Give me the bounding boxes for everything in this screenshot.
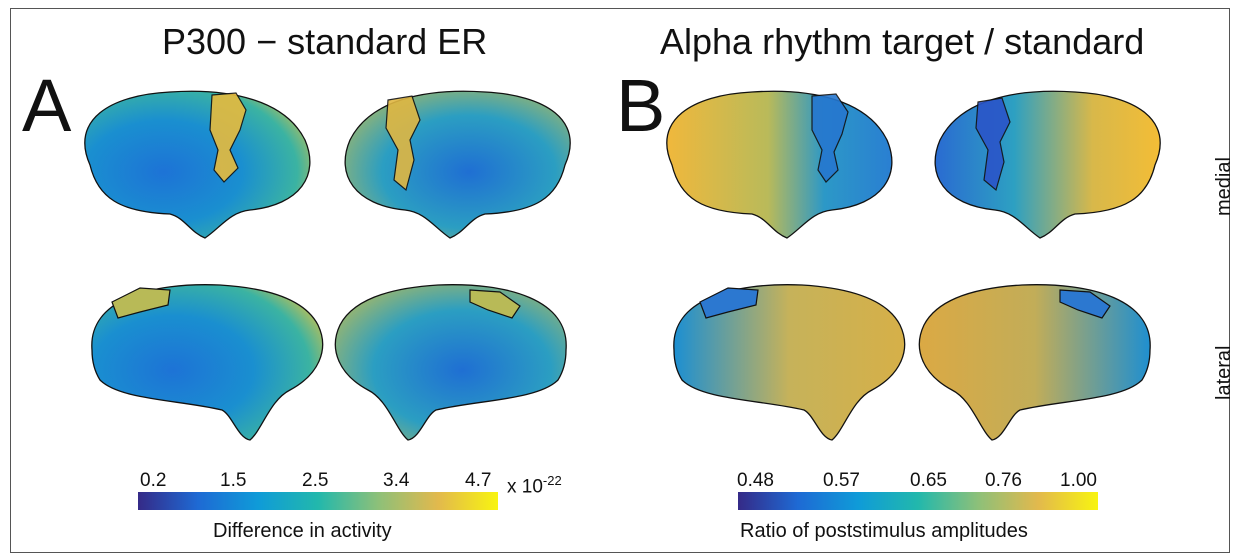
colorbar-b-tick: 0.57 bbox=[823, 470, 860, 491]
region-a-lateral-right bbox=[469, 289, 521, 319]
region-b-medial-left bbox=[811, 93, 849, 183]
panel-a-title: P300 − standard ER bbox=[162, 21, 488, 62]
brain-a-lateral-left bbox=[91, 284, 324, 441]
colorbar-a-tick: 2.5 bbox=[302, 470, 329, 491]
panel-a-letter: A bbox=[22, 64, 72, 147]
colorbar-b-tick: 0.48 bbox=[737, 470, 774, 491]
colorbar-a-scale: x 10-22 bbox=[507, 470, 562, 498]
panel-b-letter: B bbox=[616, 64, 666, 147]
region-a-lateral-left bbox=[111, 287, 171, 319]
brain-b-medial-right bbox=[934, 90, 1161, 239]
colorbar-a bbox=[138, 492, 498, 510]
colorbar-a-scale-prefix: x 10 bbox=[507, 476, 543, 498]
region-a-medial-left bbox=[209, 92, 247, 183]
brain-a-lateral-right bbox=[334, 284, 567, 441]
colorbar-b-tick: 0.76 bbox=[985, 470, 1022, 491]
colorbar-b-tick: 0.65 bbox=[910, 470, 947, 491]
brain-b-lateral-right bbox=[918, 284, 1151, 441]
region-a-medial-right bbox=[385, 95, 421, 192]
region-b-medial-right bbox=[975, 97, 1011, 192]
brain-a-medial-right bbox=[344, 90, 571, 239]
brain-b-lateral-left bbox=[673, 284, 906, 441]
colorbar-b-tick: 1.00 bbox=[1060, 470, 1097, 491]
brain-b-medial-left bbox=[666, 90, 893, 239]
colorbar-a-scale-exponent: -22 bbox=[542, 473, 562, 488]
row-label-lateral: lateral bbox=[1213, 345, 1235, 400]
colorbar-a-label: Difference in activity bbox=[213, 520, 392, 542]
colorbar-b bbox=[738, 492, 1098, 510]
colorbar-a-tick: 4.7 bbox=[465, 470, 492, 491]
colorbar-b-label: Ratio of poststimulus amplitudes bbox=[740, 520, 1028, 542]
figure-frame bbox=[10, 8, 1230, 553]
panel-b-title: Alpha rhythm target / standard bbox=[660, 21, 1145, 62]
brain-a-medial-left bbox=[84, 90, 311, 239]
region-b-lateral-right bbox=[1059, 289, 1111, 319]
colorbar-a-tick: 0.2 bbox=[140, 470, 167, 491]
colorbar-a-tick: 1.5 bbox=[220, 470, 247, 491]
region-b-lateral-left bbox=[699, 287, 759, 319]
colorbar-a-tick: 3.4 bbox=[383, 470, 410, 491]
row-label-medial: medial bbox=[1213, 157, 1235, 216]
